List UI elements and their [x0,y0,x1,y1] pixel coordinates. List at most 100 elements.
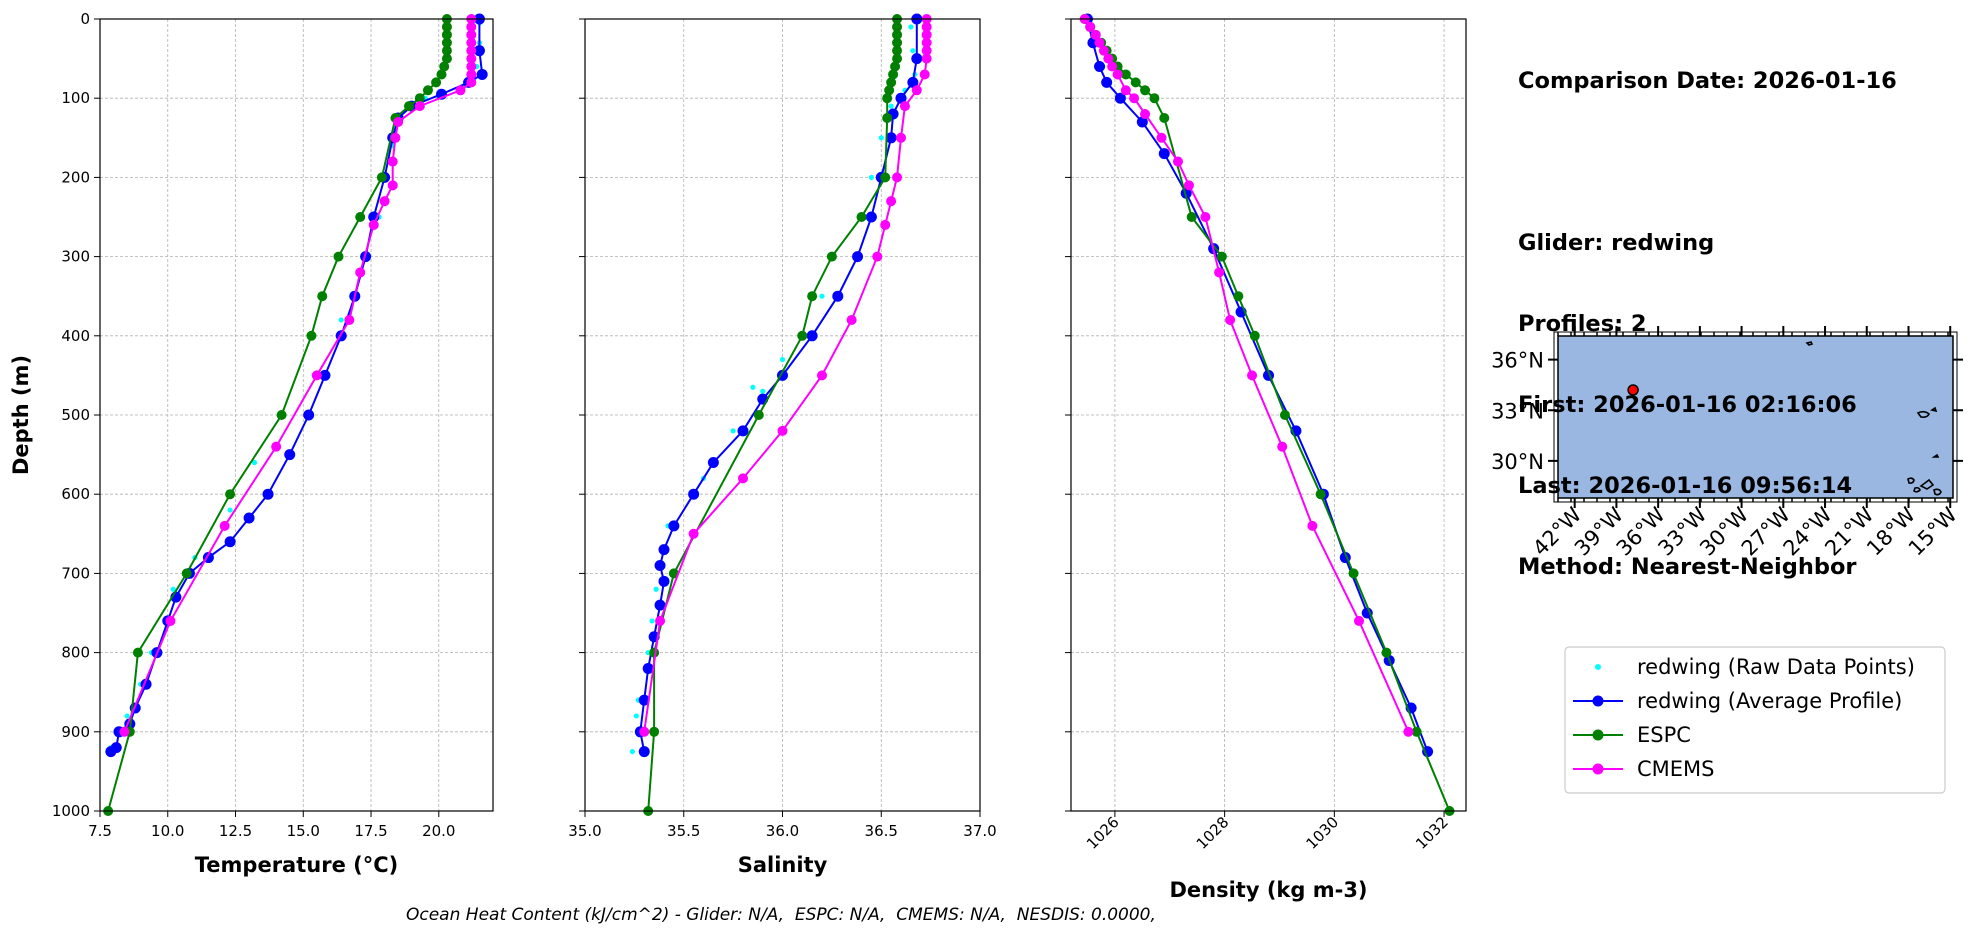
raw-data-point [750,384,756,390]
series-marker [393,116,404,127]
x-tick-label: 1030 [1302,813,1342,853]
series-marker [1101,76,1113,88]
series-marker [441,29,452,40]
series-marker [276,410,287,420]
series-marker [884,85,895,96]
series-marker [219,520,230,531]
raw-data-point [878,135,884,141]
series-marker [1136,116,1148,128]
lon-tick-label: 15°W [1904,502,1962,560]
series-marker [1103,53,1114,64]
series-marker [390,132,401,143]
series-marker [1403,726,1414,737]
series-cmems [119,14,477,737]
series-marker [132,647,143,658]
series-marker [439,61,450,72]
legend-label: redwing (Average Profile) [1637,689,1902,713]
x-axis-label: Salinity [738,853,828,877]
series-marker [165,615,176,626]
series-marker [441,37,452,48]
series-marker [387,156,398,167]
series-marker [921,29,932,40]
legend-label: ESPC [1637,723,1691,747]
series-marker [466,53,477,64]
series-marker [1156,132,1167,143]
raw-data-point [124,713,130,719]
x-tick-label: 35.0 [568,822,601,840]
series-avg [1081,13,1434,758]
series-marker [1422,746,1434,758]
series-marker [344,314,355,325]
series-marker [1094,61,1106,73]
x-tick-label: 17.5 [354,822,387,840]
series-marker [1158,148,1170,160]
series-line [110,19,484,753]
series-marker [355,212,366,222]
series-marker [1216,251,1227,262]
series-marker [441,53,452,64]
series-marker [899,101,910,112]
x-tick-label: 12.5 [219,822,252,840]
series-espc [643,14,903,816]
series-marker [311,370,322,381]
series-marker [911,85,922,96]
raw-data-point [649,618,655,624]
x-tick-label: 7.5 [88,822,112,840]
series-marker [1247,370,1258,381]
legend-label: redwing (Raw Data Points) [1637,655,1915,679]
glider-location-marker [1627,384,1639,396]
series-marker [911,53,923,65]
series-marker [466,21,477,32]
profile-count: Profiles: 2 [1518,311,1647,337]
series-marker [797,330,808,341]
series-line [123,19,473,733]
series-marker [1120,69,1131,80]
series-marker [224,536,236,548]
raw-data-point [730,428,736,434]
series-cmems [639,14,932,737]
series-marker [1129,93,1140,104]
series-marker [892,37,903,48]
raw-data-point [779,356,786,363]
series-marker [888,69,899,80]
panel-1: 0 100 200 300 400 500 600 700 800 900 1000 Depth (m… [9,10,494,877]
series-marker [1172,156,1183,167]
series-marker [885,132,897,144]
raw-data-point [251,459,258,466]
series-marker [921,53,932,64]
legend-marker [1592,695,1604,707]
raw-data-point [338,317,344,323]
series-marker [1094,37,1105,48]
series-marker [865,211,877,223]
series-line [639,19,918,752]
series-marker [1381,647,1392,658]
island-outline [1907,477,1915,484]
series-espc [103,14,452,816]
x-axis-label: Density (kg m-3) [1169,878,1367,902]
x-tick-label: 10.0 [151,822,184,840]
series-marker [1114,92,1126,104]
series-marker [777,425,788,436]
x-tick-label: 1028 [1193,813,1233,853]
series-marker [243,512,255,524]
x-tick-label: 1032 [1412,813,1452,853]
series-marker [1186,212,1197,222]
series-marker [466,45,477,56]
series-marker [668,520,680,532]
series-marker [376,172,387,183]
lat-tick-label: 36°N [1491,349,1544,373]
legend-label: CMEMS [1637,757,1715,781]
series-marker [654,559,666,571]
series-marker [907,76,919,88]
raw-data-point [170,586,176,592]
series-marker [886,77,897,88]
series-marker [806,330,818,342]
series-marker [892,53,903,64]
series-marker [1307,520,1318,531]
series-marker [1140,109,1151,120]
series-marker [817,370,827,381]
series-marker [921,21,932,32]
series-marker [466,69,477,80]
series-marker [1159,113,1170,123]
